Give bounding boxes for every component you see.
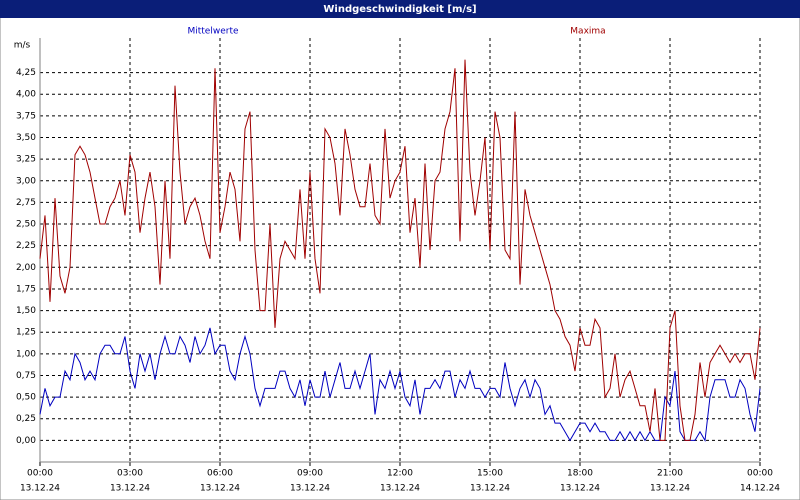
x-tick-label: 18:00 bbox=[567, 469, 593, 479]
x-tick-date: 13.12.24 bbox=[470, 484, 510, 494]
x-tick-label: 06:00 bbox=[207, 469, 233, 479]
x-tick-date: 13.12.24 bbox=[110, 484, 150, 494]
legend-label: Maxima bbox=[570, 27, 605, 37]
y-tick-label: 0,75 bbox=[16, 371, 36, 381]
y-tick-label: 3,75 bbox=[16, 111, 36, 121]
x-tick-date: 13.12.24 bbox=[560, 484, 600, 494]
title-bar bbox=[0, 0, 800, 18]
y-tick-label: 4,00 bbox=[16, 90, 36, 100]
y-tick-label: 1,25 bbox=[16, 328, 36, 338]
y-tick-label: 0,25 bbox=[16, 414, 36, 424]
y-tick-label: 0,50 bbox=[16, 393, 36, 403]
legend-label: Mittelwerte bbox=[187, 27, 238, 37]
y-tick-label: 2,25 bbox=[16, 241, 36, 251]
x-tick-label: 09:00 bbox=[297, 469, 323, 479]
x-tick-label: 00:00 bbox=[27, 469, 53, 479]
x-tick-date: 13.12.24 bbox=[380, 484, 420, 494]
x-tick-label: 03:00 bbox=[117, 469, 143, 479]
y-tick-label: 4,25 bbox=[16, 68, 36, 78]
x-tick-label: 12:00 bbox=[387, 469, 413, 479]
y-tick-label: 1,50 bbox=[16, 306, 36, 316]
x-tick-date: 13.12.24 bbox=[650, 484, 690, 494]
x-tick-date: 13.12.24 bbox=[20, 484, 60, 494]
x-tick-date: 13.12.24 bbox=[290, 484, 330, 494]
x-tick-label: 00:00 bbox=[747, 469, 773, 479]
x-tick-label: 15:00 bbox=[477, 469, 503, 479]
y-tick-label: 0,00 bbox=[16, 436, 36, 446]
x-tick-label: 21:00 bbox=[657, 469, 683, 479]
chart-title: Windgeschwindigkeit [m/s] bbox=[323, 4, 476, 15]
y-tick-label: 2,50 bbox=[16, 220, 36, 230]
y-tick-label: 2,00 bbox=[16, 263, 36, 273]
x-tick-date: 14.12.24 bbox=[740, 484, 780, 494]
y-tick-label: 3,00 bbox=[16, 176, 36, 186]
y-tick-label: 1,75 bbox=[16, 284, 36, 294]
y-tick-label: 1,00 bbox=[16, 349, 36, 359]
y-unit: m/s bbox=[14, 41, 31, 51]
y-tick-label: 3,25 bbox=[16, 155, 36, 165]
series-line bbox=[39, 327, 761, 442]
y-tick-label: 2,75 bbox=[16, 198, 36, 208]
series-line bbox=[39, 59, 761, 441]
x-tick-date: 13.12.24 bbox=[200, 484, 240, 494]
y-tick-label: 3,50 bbox=[16, 133, 36, 143]
